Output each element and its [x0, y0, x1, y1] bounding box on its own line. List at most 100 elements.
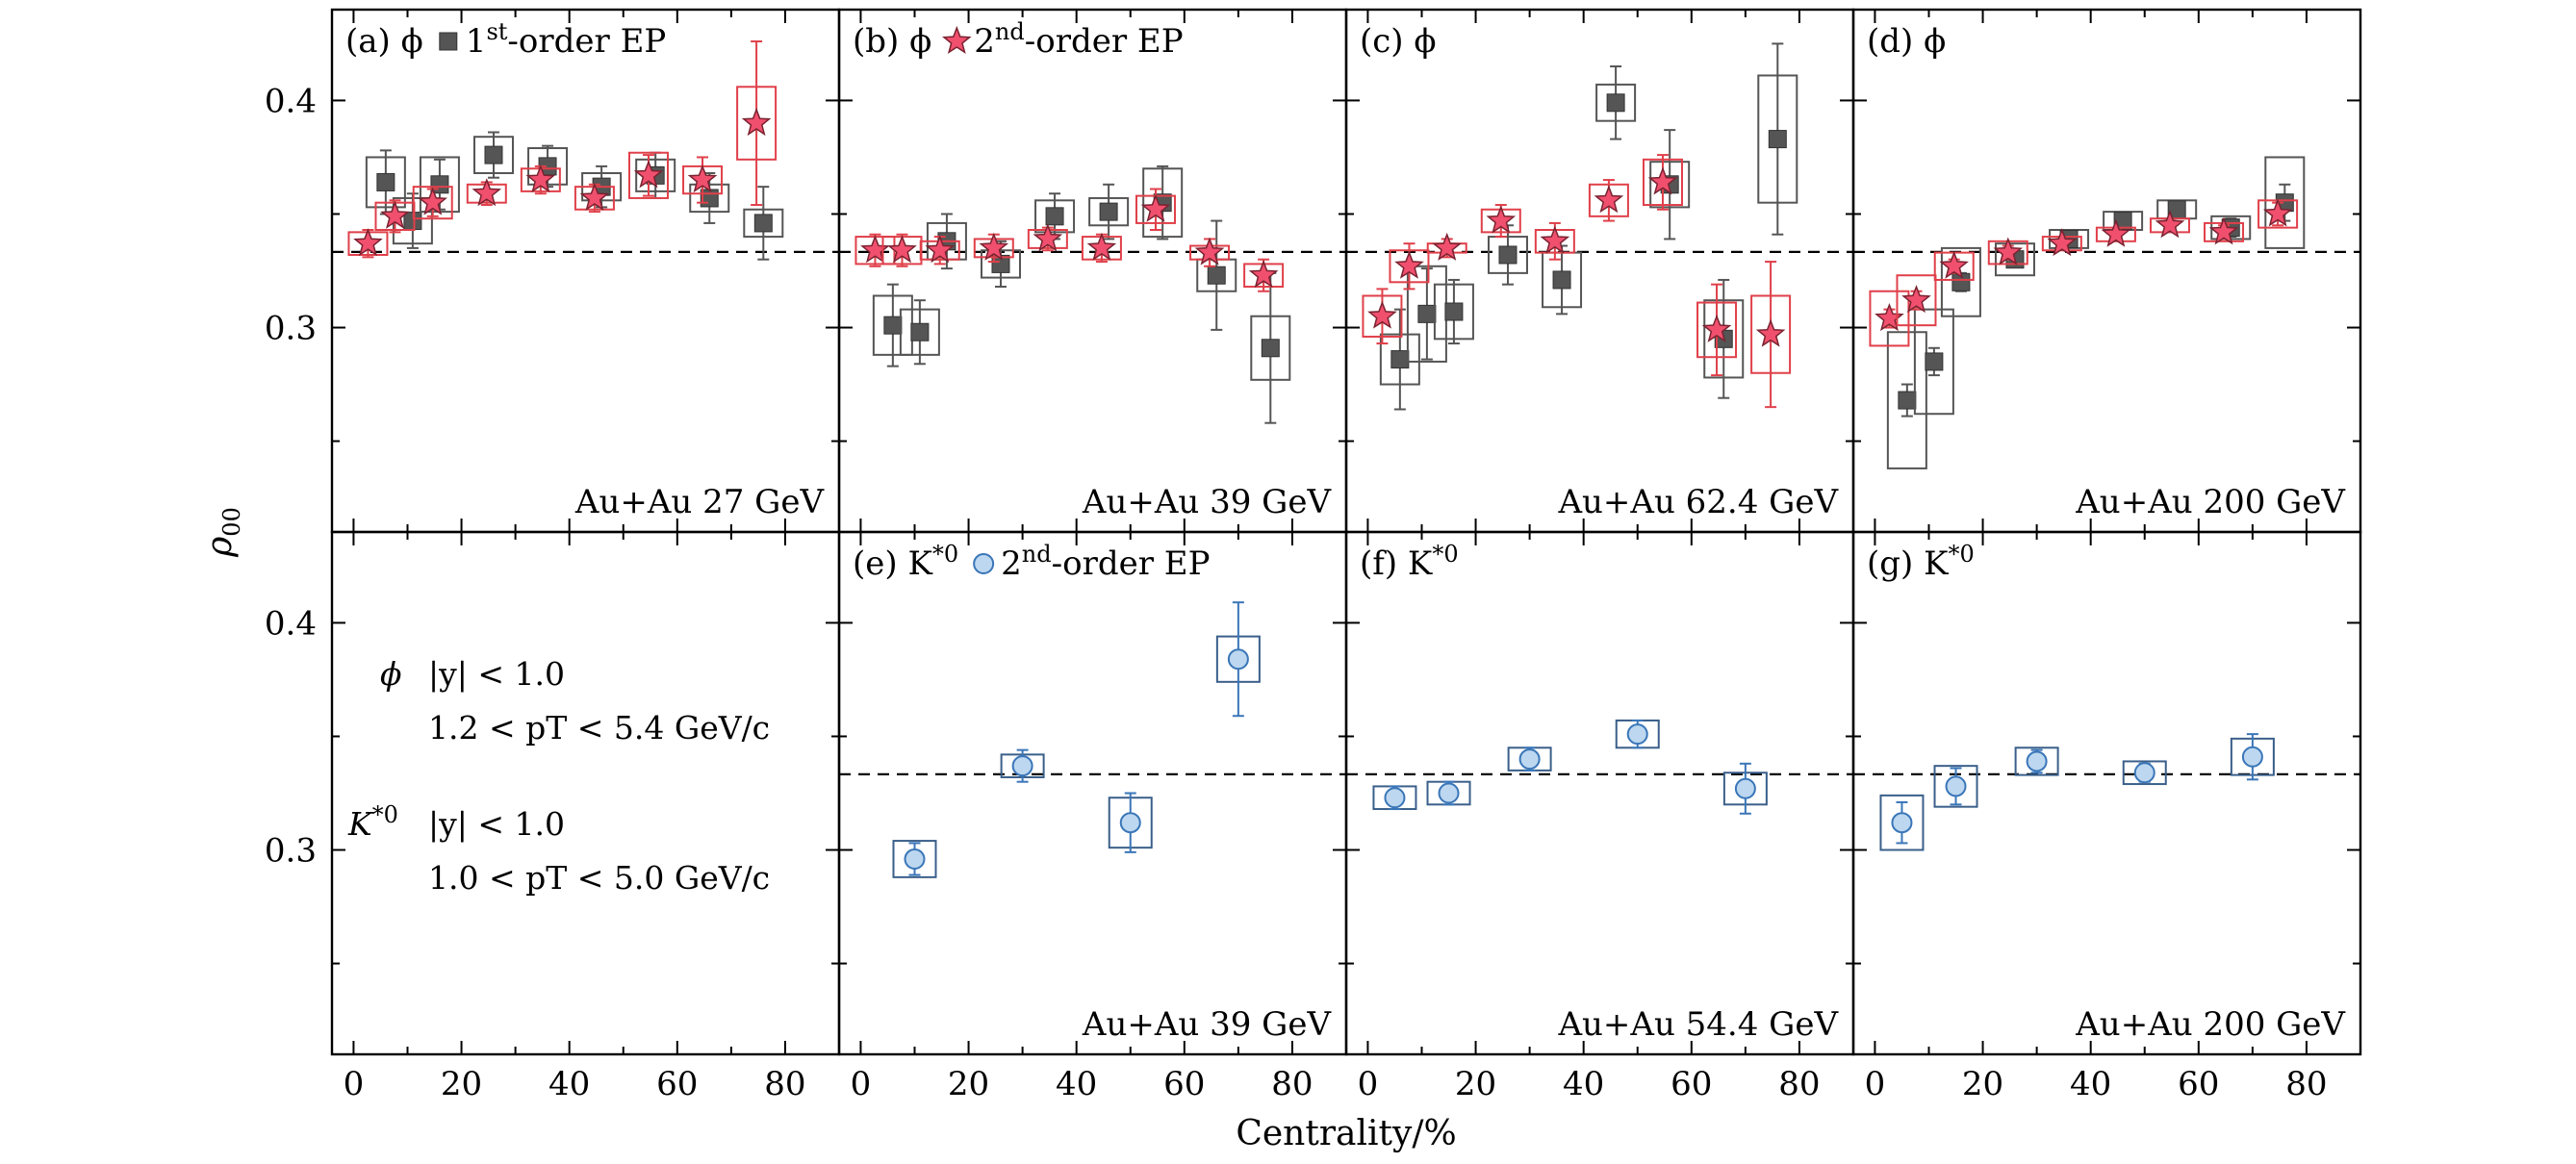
square-marker: [1925, 352, 1944, 371]
x-tick-label: 0: [851, 1065, 872, 1103]
panel-tag: (d) ϕ: [1867, 22, 1946, 61]
data-point: [1722, 762, 1768, 815]
data-point: [2122, 760, 2167, 786]
square-marker: [1898, 391, 1917, 410]
star-marker: [2047, 228, 2078, 257]
panel-frame: [330, 530, 841, 1056]
star-marker: [1194, 237, 1225, 266]
panel-frame: [837, 530, 1348, 1056]
sys-box: [1933, 765, 1978, 808]
star-marker: [1248, 260, 1279, 289]
data-point: [1081, 232, 1122, 264]
data-point: [1034, 192, 1076, 240]
sys-box: [412, 186, 453, 220]
data-point: [1757, 42, 1798, 236]
sys-box: [1879, 794, 1925, 851]
frame-border: [1851, 8, 2362, 534]
star-marker: [2155, 210, 2185, 239]
star-marker: [2101, 218, 2131, 247]
data-point: [1615, 719, 1660, 749]
panel-frame: [1851, 530, 2362, 1056]
data-point: [1088, 183, 1130, 240]
phi-pt-range: 1.2 < pT < 5.4 GeV/c: [428, 709, 770, 746]
collision-label: Au+Au 200 GeV: [2075, 1005, 2346, 1044]
data-point: [520, 164, 561, 195]
data-point: [2149, 210, 2190, 239]
data-point: [980, 240, 1021, 289]
x-tick-label: 20: [1455, 1065, 1496, 1103]
collision-label: Au+Au 39 GeV: [1082, 1005, 1333, 1044]
y-tick-label: 0.4: [265, 82, 317, 120]
data-point: [1933, 765, 1978, 808]
data-point: [1595, 65, 1637, 140]
series-square: [1886, 156, 2306, 469]
square-marker: [484, 145, 503, 164]
sys-box: [1940, 246, 1981, 317]
y-tick-label: 0.3: [265, 310, 317, 348]
circle-marker: [1945, 775, 1967, 797]
data-point: [854, 233, 896, 267]
sys-box: [1886, 331, 1927, 469]
data-point: [1886, 331, 1927, 469]
legend-label: 2nd-order EP: [1001, 541, 1210, 583]
circle-marker: [2133, 762, 2155, 784]
data-point: [899, 299, 940, 366]
phi-rapidity: |y| < 1.0: [428, 655, 565, 693]
data-point: [1362, 288, 1403, 345]
panel-frame: [1344, 530, 1855, 1056]
series-star: [1869, 198, 2299, 347]
x-tick-label: 60: [656, 1065, 698, 1103]
data-point: [1372, 785, 1417, 811]
data-point: [1108, 792, 1153, 853]
star-marker: [418, 187, 447, 215]
star-marker: [741, 107, 772, 137]
series-star: [1362, 154, 1792, 409]
panel-b: (b) ϕ 2nd-order EP Au+Au 39 GeV: [839, 18, 1346, 521]
circle-marker: [2026, 750, 2048, 772]
x-tick-label: 0: [1865, 1065, 1886, 1103]
legend-marker: [973, 553, 995, 574]
star-marker: [525, 164, 556, 193]
kstar-rapidity: |y| < 1.0: [428, 805, 565, 843]
sys-box: [1896, 274, 1937, 327]
square-marker: [753, 214, 773, 233]
star-marker: [687, 164, 718, 193]
panel-a: (a) ϕ 1st-order EP Au+Au 27 GeV: [332, 18, 839, 521]
panel-tag: (c) ϕ: [1360, 22, 1437, 61]
star-marker: [353, 228, 383, 257]
panel-tag: (g) K*0: [1867, 541, 1975, 583]
star-marker: [1594, 185, 1624, 214]
square-marker: [1417, 304, 1437, 323]
data-point: [1406, 265, 1447, 363]
square-marker: [1045, 207, 1064, 226]
circle-marker: [1119, 812, 1141, 834]
star-marker: [579, 182, 610, 211]
star-marker: [1367, 300, 1397, 329]
data-point: [736, 40, 778, 207]
data-point: [412, 186, 453, 220]
x-tick-label: 60: [1163, 1065, 1205, 1103]
data-point: [466, 178, 507, 207]
legend-label: 1st-order EP: [466, 18, 666, 61]
data-point: [2204, 216, 2245, 245]
panel-frame: [1851, 8, 2362, 534]
data-point: [365, 149, 406, 215]
series-square: [365, 131, 784, 261]
data-point: [1750, 261, 1792, 409]
panel-tag: (b) ϕ: [853, 22, 931, 61]
star-marker: [633, 160, 664, 189]
data-point: [347, 228, 389, 259]
panel-frame: [330, 8, 841, 534]
data-point: [1869, 290, 1910, 347]
x-tick-label: 20: [948, 1065, 989, 1103]
panel-tag: (e) K*0: [853, 541, 958, 583]
y-axis-title: ρ00: [200, 507, 245, 558]
data-point: [1534, 221, 1575, 261]
circle-marker: [904, 848, 926, 870]
circle-marker: [1384, 787, 1406, 809]
star-marker: [380, 200, 410, 229]
circle-marker: [1734, 777, 1756, 799]
square-marker: [1552, 270, 1571, 290]
data-point: [627, 151, 669, 199]
